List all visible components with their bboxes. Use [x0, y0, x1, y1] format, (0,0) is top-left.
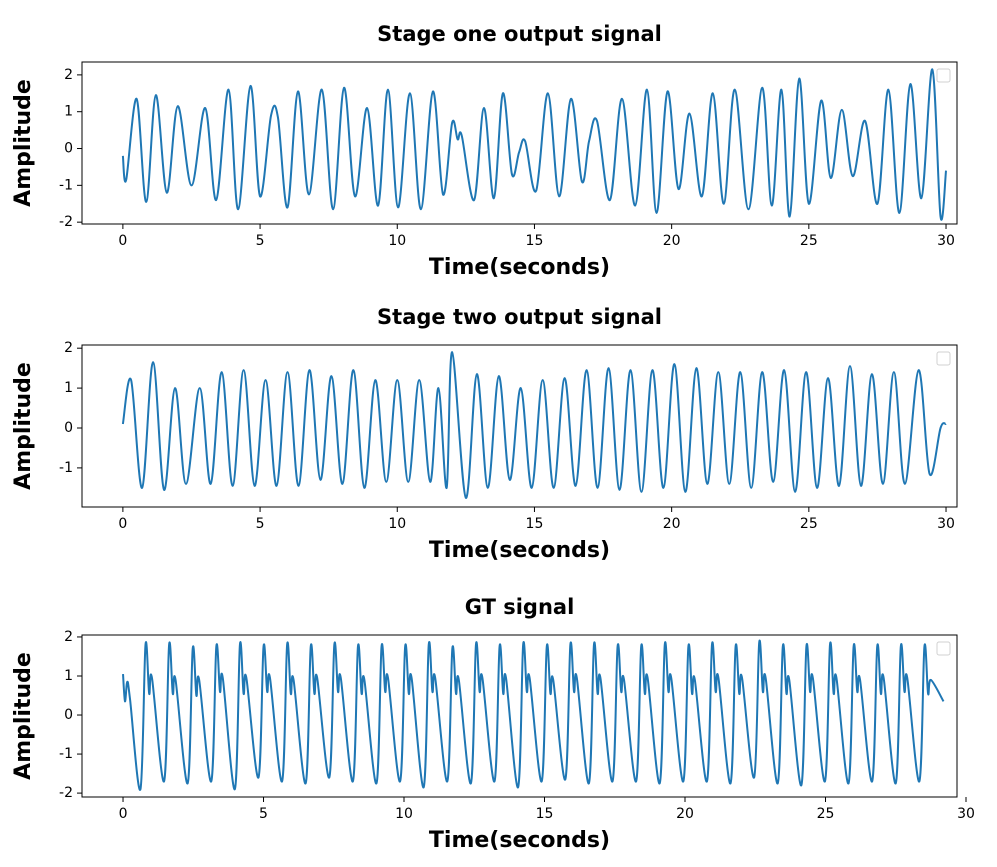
y-tick-label: -1 [59, 746, 73, 762]
y-axis-label: Amplitude [11, 652, 36, 780]
x-tick-label: 20 [663, 233, 681, 249]
x-tick-label: 20 [663, 516, 681, 532]
legend-box [936, 641, 951, 656]
plot-frame [81, 634, 958, 798]
plot-frame [81, 61, 958, 225]
legend-box [936, 68, 951, 83]
x-tick-label: 30 [937, 516, 955, 532]
x-tick-label: 25 [800, 516, 818, 532]
x-tick-label: 0 [119, 806, 128, 822]
x-axis-label: Time(seconds) [429, 828, 610, 853]
y-tick-label: 1 [64, 668, 73, 684]
signal-line [121, 68, 948, 221]
y-tick-label: 0 [64, 141, 73, 157]
y-tick-label: 0 [64, 707, 73, 723]
x-tick-label: 5 [256, 516, 265, 532]
y-tick-label: 0 [64, 420, 73, 436]
x-tick-label: 10 [388, 516, 406, 532]
y-tick-label: -1 [59, 460, 73, 476]
x-tick-label: 20 [676, 806, 694, 822]
y-axis-label: Amplitude [11, 79, 36, 207]
x-tick-label: 25 [817, 806, 835, 822]
x-tick-label: 15 [526, 516, 544, 532]
y-tick-label: -2 [59, 785, 73, 801]
x-axis-label: Time(seconds) [429, 255, 610, 280]
y-tick-label: 2 [64, 629, 73, 645]
x-tick-label: 25 [800, 233, 818, 249]
x-tick-label: 15 [526, 233, 544, 249]
x-tick-label: 5 [256, 233, 265, 249]
y-axis-label: Amplitude [11, 362, 36, 490]
y-tick-label: 1 [64, 104, 73, 120]
x-tick-label: 10 [395, 806, 413, 822]
x-tick-label: 5 [259, 806, 268, 822]
plot-frame [81, 344, 958, 508]
legend-box [936, 351, 951, 366]
y-tick-label: 2 [64, 67, 73, 83]
chart-title: Stage two output signal [377, 305, 662, 329]
y-tick-label: 2 [64, 340, 73, 356]
x-axis-label: Time(seconds) [429, 538, 610, 563]
x-tick-label: 15 [536, 806, 554, 822]
signal-line [122, 639, 945, 791]
y-tick-label: -1 [59, 177, 73, 193]
x-tick-label: 10 [388, 233, 406, 249]
x-tick-label: 0 [118, 233, 127, 249]
chart-title: Stage one output signal [377, 22, 662, 46]
y-tick-label: 1 [64, 380, 73, 396]
x-tick-label: 0 [118, 516, 127, 532]
x-tick-label: 30 [937, 233, 955, 249]
chart-title: GT signal [465, 595, 575, 619]
x-tick-label: 30 [957, 806, 975, 822]
y-tick-label: -2 [59, 214, 73, 230]
signal-line [121, 351, 947, 499]
